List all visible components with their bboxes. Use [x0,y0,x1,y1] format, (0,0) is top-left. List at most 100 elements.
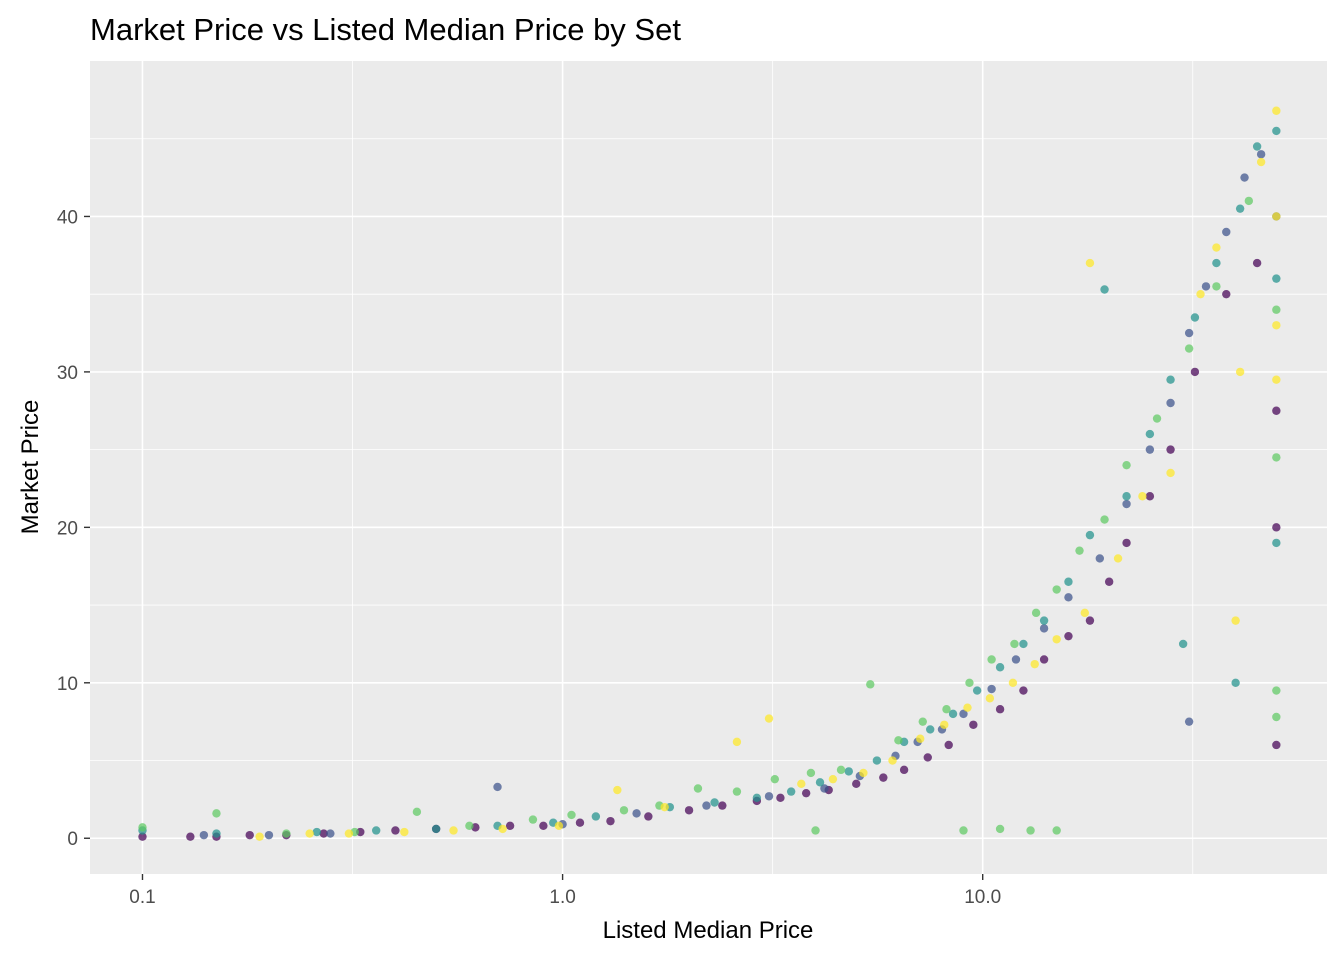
data-point [591,812,601,821]
x-tick-label: 1.0 [549,887,575,908]
data-point [1272,523,1281,532]
data-point [693,784,703,793]
data-point [1272,321,1281,330]
data-point [245,830,254,840]
data-point [972,686,982,695]
data-point [995,705,1005,714]
data-point [1272,375,1281,384]
data-point [1235,367,1245,377]
data-point [613,785,622,795]
data-point [282,829,291,838]
x-tick-label: 10.0 [964,887,1001,908]
data-point [575,818,585,827]
data-point [138,832,147,841]
data-point [138,823,147,832]
data-point [732,737,742,747]
data-point [1272,406,1281,415]
data-point [1222,289,1231,299]
data-point [312,827,322,837]
data-point [493,782,502,792]
data-point [1122,499,1131,509]
data-point [866,680,875,689]
data-point [918,717,927,726]
data-point [1122,538,1131,548]
data-point [916,734,925,743]
data-point [1064,631,1073,641]
data-point [1272,453,1281,462]
plot-panel [90,61,1327,874]
data-point [660,802,669,812]
data-point [554,821,564,831]
data-point [828,774,838,784]
data-point [465,821,474,831]
data-point [1272,686,1281,695]
data-point [1145,429,1155,439]
data-point [732,787,742,796]
data-point [1190,367,1200,377]
data-point [942,705,951,714]
data-point [539,821,548,831]
data-point [995,663,1005,672]
data-point [505,821,515,831]
x-axis: 0.1 1.0 10.0 [129,874,1001,908]
data-point [1085,616,1095,625]
data-point [186,832,195,841]
data-point [528,815,538,824]
data-point [836,765,846,775]
data-point [879,773,888,782]
data-point [606,816,615,826]
data-point [985,694,995,703]
data-point [786,787,796,796]
data-point [1011,655,1021,664]
x-tick-label: 0.1 [129,887,155,908]
data-point [319,829,328,838]
data-point [1095,554,1105,563]
y-tick-label: 20 [57,518,78,539]
data-point [1166,375,1175,384]
data-point [264,830,274,840]
data-point [1231,616,1240,625]
data-point [212,809,221,818]
data-point [1212,258,1221,268]
data-point [1085,530,1095,540]
data-point [1184,717,1194,726]
data-point [926,725,935,734]
data-point [1039,624,1049,633]
data-point [1100,515,1109,524]
data-point [888,756,897,765]
data-point [959,709,968,719]
data-point [1019,686,1028,695]
data-point [1272,538,1281,548]
data-point [1272,740,1281,750]
data-point [899,765,909,775]
data-point [1184,328,1194,338]
data-point [212,829,221,838]
data-point [1222,227,1231,237]
data-point [632,809,641,818]
data-point [801,788,811,798]
data-point [820,784,829,793]
data-point [1272,305,1281,314]
data-point [1085,258,1095,268]
data-point [1064,593,1073,602]
data-point [1256,150,1266,159]
data-point [764,792,774,801]
data-point [684,806,694,815]
y-tick-label: 0 [67,829,78,850]
data-point [1256,157,1266,167]
data-point [1252,142,1262,151]
data-point [1272,212,1281,221]
data-point [619,806,629,815]
data-point [811,826,820,835]
data-point [965,678,974,687]
data-point [1244,196,1254,206]
data-point [1052,826,1061,835]
data-point [1212,243,1221,252]
data-point [567,810,576,820]
data-point [969,720,978,729]
data-point [255,832,264,841]
chart-title: Market Price vs Listed Median Price by S… [90,12,681,47]
data-point [412,807,422,817]
data-point [1100,285,1109,294]
